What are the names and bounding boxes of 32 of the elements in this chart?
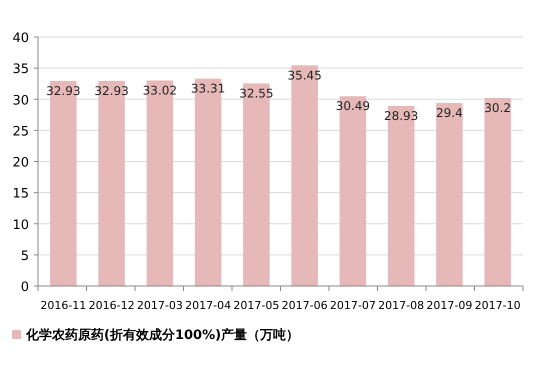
x-tick-label: 2017-08 bbox=[378, 299, 424, 312]
y-tick-label: 20 bbox=[12, 156, 29, 170]
data-label: 33.02 bbox=[142, 83, 178, 98]
x-tick-label: 2017-10 bbox=[474, 299, 521, 312]
y-tick-label: 40 bbox=[12, 31, 29, 46]
data-label: 29.4 bbox=[436, 106, 463, 120]
bar bbox=[436, 102, 463, 286]
data-label: 30.2 bbox=[484, 101, 512, 116]
x-tick-label: 2017-03 bbox=[136, 299, 183, 312]
data-label: 30.49 bbox=[336, 99, 370, 114]
x-tick-label: 2016-11 bbox=[40, 299, 86, 312]
y-tick-label: 0 bbox=[20, 280, 29, 295]
y-tick-label: 30 bbox=[12, 93, 29, 108]
x-tick-label: 2017-09 bbox=[426, 299, 472, 312]
data-label: 32.55 bbox=[239, 86, 274, 100]
data-label: 32.93 bbox=[46, 84, 81, 98]
legend-label: 化学农药原药(折有效成分100%)产量（万吨） bbox=[25, 327, 300, 343]
data-label: 32.93 bbox=[94, 84, 129, 98]
x-tick-label: 2017-07 bbox=[330, 299, 376, 312]
data-label: 33.31 bbox=[190, 82, 226, 96]
bar bbox=[484, 98, 511, 286]
x-tick-label: 2017-06 bbox=[282, 299, 328, 312]
x-tick-label: 2017-05 bbox=[233, 299, 280, 312]
y-tick-label: 10 bbox=[12, 218, 29, 233]
y-tick-label: 15 bbox=[12, 186, 29, 202]
y-tick-label: 35 bbox=[12, 62, 29, 78]
data-label: 28.93 bbox=[384, 108, 418, 123]
data-label: 35.45 bbox=[287, 68, 322, 82]
x-tick-label: 2017-04 bbox=[185, 299, 232, 312]
y-tick-label: 25 bbox=[12, 124, 29, 140]
y-tick-label: 5 bbox=[20, 248, 29, 264]
x-tick-label: 2016-12 bbox=[88, 299, 135, 312]
